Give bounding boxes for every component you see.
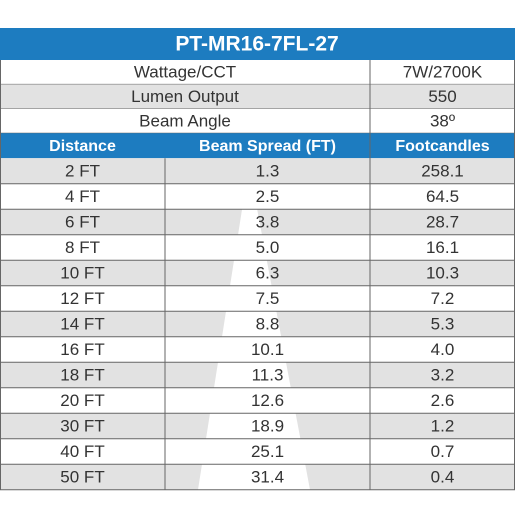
column-header: Footcandles bbox=[395, 138, 489, 155]
title: PT-MR16-7FL-27 bbox=[175, 33, 338, 56]
cell: 5.0 bbox=[256, 238, 280, 257]
cell: 16 FT bbox=[60, 340, 104, 359]
title-bar bbox=[0, 28, 515, 60]
cell: 0.4 bbox=[431, 467, 455, 486]
cell: 6 FT bbox=[65, 212, 100, 231]
cell: 64.5 bbox=[426, 187, 459, 206]
spec-value: 7W/2700K bbox=[403, 63, 483, 82]
spec-value: 550 bbox=[428, 87, 456, 106]
spec-row bbox=[0, 60, 515, 85]
cell: 31.4 bbox=[251, 467, 284, 486]
column-header: Distance bbox=[49, 138, 116, 155]
data-row bbox=[0, 183, 515, 210]
cell: 8.8 bbox=[256, 314, 280, 333]
cell: 11.3 bbox=[252, 365, 284, 384]
spec-row bbox=[0, 108, 515, 134]
cell: 2.5 bbox=[256, 187, 280, 206]
spec-row bbox=[0, 84, 515, 109]
cell: 6.3 bbox=[256, 263, 280, 282]
cell: 1.2 bbox=[431, 416, 455, 435]
cell: 2.6 bbox=[431, 391, 455, 410]
header-row bbox=[0, 133, 515, 159]
cell: 12.6 bbox=[251, 391, 284, 410]
cell: 2 FT bbox=[65, 161, 100, 180]
cell: 3.2 bbox=[431, 365, 455, 384]
cell: 8 FT bbox=[65, 238, 100, 257]
cell: 258.1 bbox=[421, 161, 464, 180]
data-row bbox=[0, 158, 515, 184]
cell: 28.7 bbox=[426, 212, 459, 231]
cell: 7.2 bbox=[431, 289, 455, 308]
cell: 30 FT bbox=[60, 416, 104, 435]
cell: 20 FT bbox=[60, 391, 104, 410]
cell: 0.7 bbox=[431, 442, 455, 461]
cell: 25.1 bbox=[251, 442, 284, 461]
cell: 16.1 bbox=[426, 238, 459, 257]
cell: 4.0 bbox=[431, 340, 455, 359]
cell: 10.1 bbox=[251, 340, 284, 359]
cell: 10 FT bbox=[60, 263, 104, 282]
cell: 5.3 bbox=[431, 314, 455, 333]
cell: 18 FT bbox=[60, 365, 104, 384]
light-beam bbox=[198, 203, 310, 490]
cell: 14 FT bbox=[60, 314, 104, 333]
spec-value: 38º bbox=[430, 111, 455, 130]
cell: 12 FT bbox=[60, 289, 104, 308]
cell: 18.9 bbox=[251, 416, 284, 435]
cell: 7.5 bbox=[256, 289, 280, 308]
spec-label: Beam Angle bbox=[139, 111, 231, 130]
cell: 10.3 bbox=[426, 263, 459, 282]
spec-label: Wattage/CCT bbox=[134, 63, 236, 82]
column-header: Beam Spread (FT) bbox=[199, 138, 336, 155]
cell: 3.8 bbox=[256, 212, 280, 231]
cell: 4 FT bbox=[65, 187, 100, 206]
cell: 1.3 bbox=[256, 161, 280, 180]
spec-label: Lumen Output bbox=[131, 87, 239, 106]
cell: 40 FT bbox=[60, 442, 104, 461]
cell: 50 FT bbox=[60, 467, 104, 486]
